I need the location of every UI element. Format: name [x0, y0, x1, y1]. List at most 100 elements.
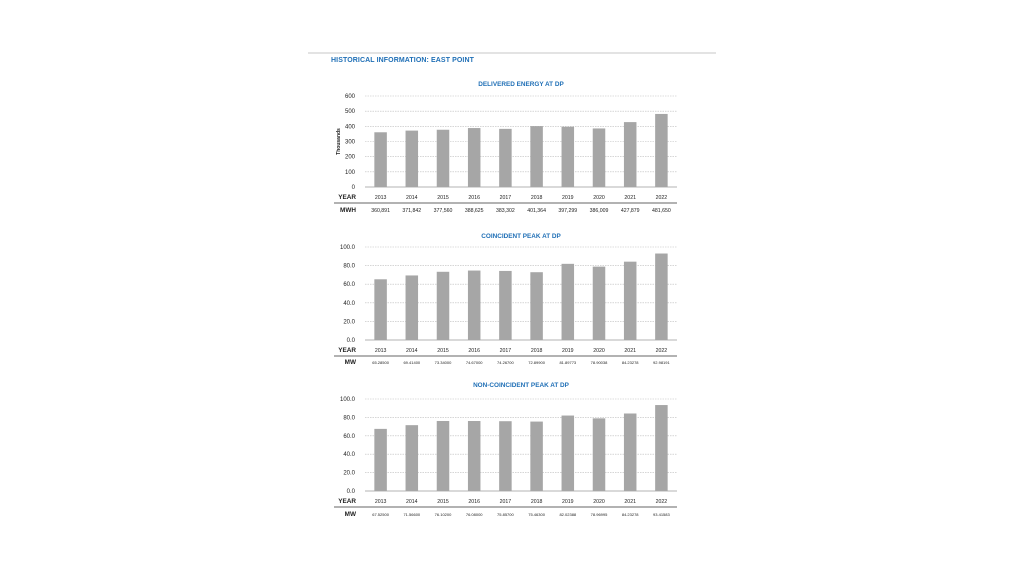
- bar-2021: [623, 413, 637, 491]
- x-tick-label: 2018: [531, 195, 543, 201]
- data-label: 360,891: [371, 208, 390, 214]
- y-tick-label: 20.0: [343, 471, 355, 477]
- bar-2019: [561, 415, 575, 491]
- table-row2-label: MW: [345, 359, 357, 366]
- coincident-peak-chart: COINCIDENT PEAK AT DP 100.0 80.0 60.0 40.0 20…: [320, 228, 690, 370]
- x-tick-label: 2016: [468, 195, 480, 201]
- data-label: 371,842: [402, 208, 421, 214]
- x-tick-label: 2013: [375, 348, 387, 354]
- table-row2-label: MW: [345, 511, 357, 518]
- data-label: 67.52500: [372, 512, 389, 517]
- bar-2017: [499, 421, 512, 491]
- bar-2013: [374, 132, 387, 187]
- bar-2018: [530, 421, 543, 491]
- data-label: 75.46300: [528, 512, 545, 517]
- chart-title: NON-COINCIDENT PEAK AT DP: [473, 382, 570, 389]
- y-tick-label: 40.0: [343, 301, 355, 307]
- x-tick-label: 2015: [437, 348, 449, 354]
- data-label: 78.90038: [591, 360, 608, 365]
- data-label: 377,560: [434, 208, 453, 214]
- x-tick-label: 2014: [406, 195, 418, 201]
- x-tick-label: 2013: [375, 499, 387, 505]
- chart-title: DELIVERED ENERGY AT DP: [478, 81, 564, 88]
- data-label: 73.34000: [435, 360, 452, 365]
- data-label: 75.85700: [497, 512, 514, 517]
- y-tick-label: 0.0: [347, 489, 356, 495]
- y-tick-label: 100: [345, 170, 356, 176]
- table-row1-label: YEAR: [338, 194, 356, 201]
- page-title: HISTORICAL INFORMATION: EAST POINT: [331, 57, 475, 64]
- y-axis-label: Thousands: [336, 128, 342, 155]
- data-label: 69.41400: [403, 360, 420, 365]
- table-row1-label: YEAR: [338, 347, 356, 354]
- page-top-rule: [308, 52, 716, 54]
- y-tick-label: 600: [345, 94, 356, 100]
- x-tick-label: 2019: [562, 348, 574, 354]
- bar-2021: [623, 122, 637, 187]
- y-tick-label: 500: [345, 109, 356, 115]
- x-tick-label: 2019: [562, 499, 574, 505]
- bar-2020: [592, 418, 606, 491]
- data-label: 78.96995: [591, 512, 608, 517]
- y-tick-label: 20.0: [343, 319, 355, 325]
- y-tick-label: 200: [345, 155, 356, 161]
- bar-2017: [499, 270, 512, 340]
- x-tick-label: 2014: [406, 348, 418, 354]
- data-label: 386,009: [590, 208, 609, 214]
- data-label: 383,302: [496, 208, 515, 214]
- bar-2022: [655, 405, 668, 491]
- non-coincident-peak-chart: NON-COINCIDENT PEAK AT DP 100.0 80.0 60.0 40…: [320, 380, 690, 522]
- table-row2-label: MWH: [340, 207, 356, 214]
- y-tick-label: 80.0: [343, 415, 355, 421]
- bar-2020: [592, 266, 606, 340]
- bar-2017: [499, 128, 512, 187]
- bar-2018: [530, 126, 543, 187]
- data-label: 93.41583: [653, 512, 670, 517]
- bar-2015: [436, 420, 450, 491]
- data-label: 74.67000: [466, 360, 483, 365]
- data-label: 71.56600: [403, 512, 420, 517]
- data-label: 401,364: [527, 208, 546, 214]
- chart-title: COINCIDENT PEAK AT DP: [481, 233, 561, 240]
- bar-2014: [405, 425, 419, 491]
- x-tick-label: 2017: [500, 195, 512, 201]
- bar-2014: [405, 275, 419, 340]
- x-tick-label: 2020: [593, 348, 605, 354]
- y-tick-label: 40.0: [343, 452, 355, 458]
- y-tick-label: 0.0: [347, 338, 356, 344]
- bar-2013: [374, 428, 387, 491]
- data-label: 82.02388: [559, 512, 576, 517]
- x-tick-label: 2016: [468, 348, 480, 354]
- x-tick-label: 2022: [656, 195, 668, 201]
- y-tick-label: 300: [345, 140, 356, 146]
- x-tick-label: 2015: [437, 195, 449, 201]
- bar-2014: [405, 130, 419, 187]
- data-label: 76.08000: [466, 512, 483, 517]
- y-tick-label: 60.0: [343, 282, 355, 288]
- data-label: 427,879: [621, 208, 640, 214]
- y-tick-label: 60.0: [343, 434, 355, 440]
- data-label: 481,650: [652, 208, 671, 214]
- data-label: 74.26700: [497, 360, 514, 365]
- x-tick-label: 2022: [656, 348, 668, 354]
- y-tick-label: 0: [352, 185, 356, 191]
- data-label: 76.10200: [435, 512, 452, 517]
- data-label: 388,625: [465, 208, 484, 214]
- bar-2016: [467, 128, 481, 187]
- bar-2020: [592, 128, 606, 187]
- x-tick-label: 2021: [624, 348, 636, 354]
- x-tick-label: 2021: [624, 195, 636, 201]
- x-tick-label: 2014: [406, 499, 418, 505]
- y-tick-label: 100.0: [340, 245, 356, 251]
- x-tick-label: 2021: [624, 499, 636, 505]
- x-tick-label: 2020: [593, 499, 605, 505]
- x-tick-label: 2015: [437, 499, 449, 505]
- bar-2018: [530, 272, 543, 340]
- bar-2019: [561, 263, 575, 340]
- x-tick-label: 2013: [375, 195, 387, 201]
- data-label: 65.28500: [372, 360, 389, 365]
- data-label: 92.98191: [653, 360, 670, 365]
- bar-2015: [436, 271, 450, 340]
- x-tick-label: 2018: [531, 348, 543, 354]
- x-tick-label: 2018: [531, 499, 543, 505]
